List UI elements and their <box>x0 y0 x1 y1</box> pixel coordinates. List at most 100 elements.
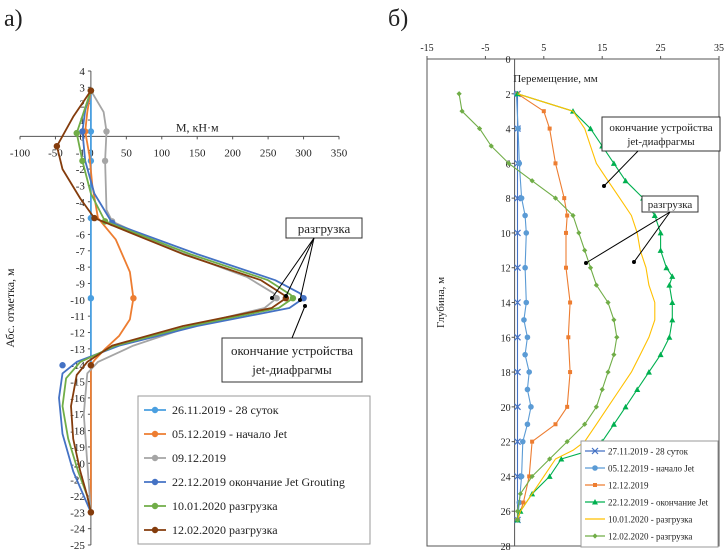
y-tick-label: -20 <box>70 458 85 470</box>
y-tick-label: -10 <box>70 295 85 307</box>
series-point-5 <box>593 404 599 410</box>
y-tick-label: 20 <box>501 403 511 414</box>
annotation-jet-1: окончание устройства <box>609 122 712 134</box>
series-point-4 <box>79 157 86 165</box>
annotation-arrow <box>633 211 671 263</box>
legend-swatch-marker <box>592 465 598 471</box>
annotation-arrow <box>291 305 306 339</box>
series-point-4 <box>73 129 80 137</box>
series-point-0 <box>514 368 521 376</box>
series-point-5 <box>514 517 521 523</box>
y-tick-label: 22 <box>501 438 511 449</box>
y-tick-label: -2 <box>76 164 85 176</box>
series-point-3 <box>666 282 673 288</box>
series-point-5 <box>564 439 570 445</box>
series-point-0 <box>514 438 521 446</box>
series-point-2 <box>553 161 558 166</box>
annotation-arrow <box>299 237 315 301</box>
series-point-3 <box>657 247 664 253</box>
arrow-head <box>298 298 302 302</box>
series-point-3 <box>558 456 565 462</box>
legend-label: 05.12.2019 - начало Jet <box>172 427 288 441</box>
series-point-2 <box>563 230 568 235</box>
y-tick-label: -12 <box>70 328 85 340</box>
series-point-0 <box>514 299 521 306</box>
series-point-5 <box>599 386 605 393</box>
series-line-5 <box>56 90 287 513</box>
x-tick-label: 25 <box>656 43 666 54</box>
legend-swatch-marker <box>592 533 598 539</box>
series-point-5 <box>456 91 462 97</box>
series-point-3 <box>669 316 676 323</box>
y-tick-label: 28 <box>501 542 511 552</box>
series-point-5 <box>552 195 559 201</box>
series-point-3 <box>645 369 652 375</box>
series-point-1 <box>519 438 526 445</box>
series-point-5 <box>529 178 535 184</box>
series-point-1 <box>521 317 527 323</box>
x-tick-label: -5 <box>481 43 489 54</box>
legend-swatch-dot <box>151 406 159 414</box>
annotation-unload: разгрузка <box>648 199 693 211</box>
legend-swatch-dot <box>151 478 159 486</box>
series-point-5 <box>517 491 524 497</box>
series-point-3 <box>669 273 676 279</box>
y-tick-label: 10 <box>501 229 511 240</box>
series-line-3 <box>58 90 305 513</box>
series-point-1 <box>528 404 534 410</box>
series-point-1 <box>522 264 528 271</box>
y-tick-label: 1 <box>79 115 85 127</box>
legend-label: 26.11.2019 - 28 суток <box>172 403 279 417</box>
y-tick-label: -17 <box>70 409 85 421</box>
x-axis-title: M, кН·м <box>176 120 219 134</box>
series-point-5 <box>605 299 611 306</box>
series-point-5 <box>459 108 465 114</box>
y-axis-title: Глубина, м <box>435 277 447 328</box>
annotation-jet-1: окончание устройства <box>231 343 353 358</box>
series-point-3 <box>657 351 664 358</box>
y-tick-label: -9 <box>76 278 86 290</box>
arrow-head <box>584 261 588 265</box>
series-point-5 <box>529 473 535 480</box>
y-tick-label: 3 <box>79 82 85 94</box>
series-point-3 <box>587 125 594 132</box>
series-point-2 <box>565 404 570 409</box>
series-line-1 <box>515 93 532 520</box>
annotation-arrow <box>285 237 315 297</box>
series-point-1 <box>524 421 531 428</box>
series-point-1 <box>518 473 525 480</box>
annotation-arrow <box>585 211 671 264</box>
y-tick-label: -18 <box>70 426 85 438</box>
y-tick-label: -4 <box>76 197 86 209</box>
legend-swatch-dot <box>151 526 159 534</box>
series-point-5 <box>611 317 617 323</box>
series-point-0 <box>514 194 521 202</box>
legend-label: 10.01.2020 разгрузка <box>172 499 278 513</box>
legend-label: 12.02.2020 - разгрузка <box>608 532 692 542</box>
series-point-1 <box>130 294 137 302</box>
series-point-2 <box>562 196 567 201</box>
legend-swatch-marker <box>592 499 598 505</box>
series-point-5 <box>582 247 588 253</box>
series-point-5 <box>587 265 594 271</box>
series-point-1 <box>523 299 530 306</box>
series-point-1 <box>518 195 525 201</box>
annotation-box-jet <box>221 337 363 383</box>
series-point-2 <box>547 126 552 131</box>
series-point-5 <box>476 125 483 132</box>
legend-box <box>580 440 719 548</box>
x-tick-label: 250 <box>260 147 277 159</box>
series-point-5 <box>576 230 582 236</box>
y-tick-label: -16 <box>70 393 85 405</box>
legend-swatch-marker <box>591 447 599 455</box>
series-point-5 <box>91 214 98 222</box>
series-point-5 <box>611 352 617 358</box>
legend-label: 10.01.2020 - разгрузка <box>608 515 692 525</box>
y-tick-label: 18 <box>501 368 511 379</box>
series-point-4 <box>289 294 297 302</box>
series-point-5 <box>570 212 576 219</box>
series-point-2 <box>566 335 571 340</box>
y-tick-label: 2 <box>506 90 511 101</box>
arrow-head <box>284 294 288 298</box>
